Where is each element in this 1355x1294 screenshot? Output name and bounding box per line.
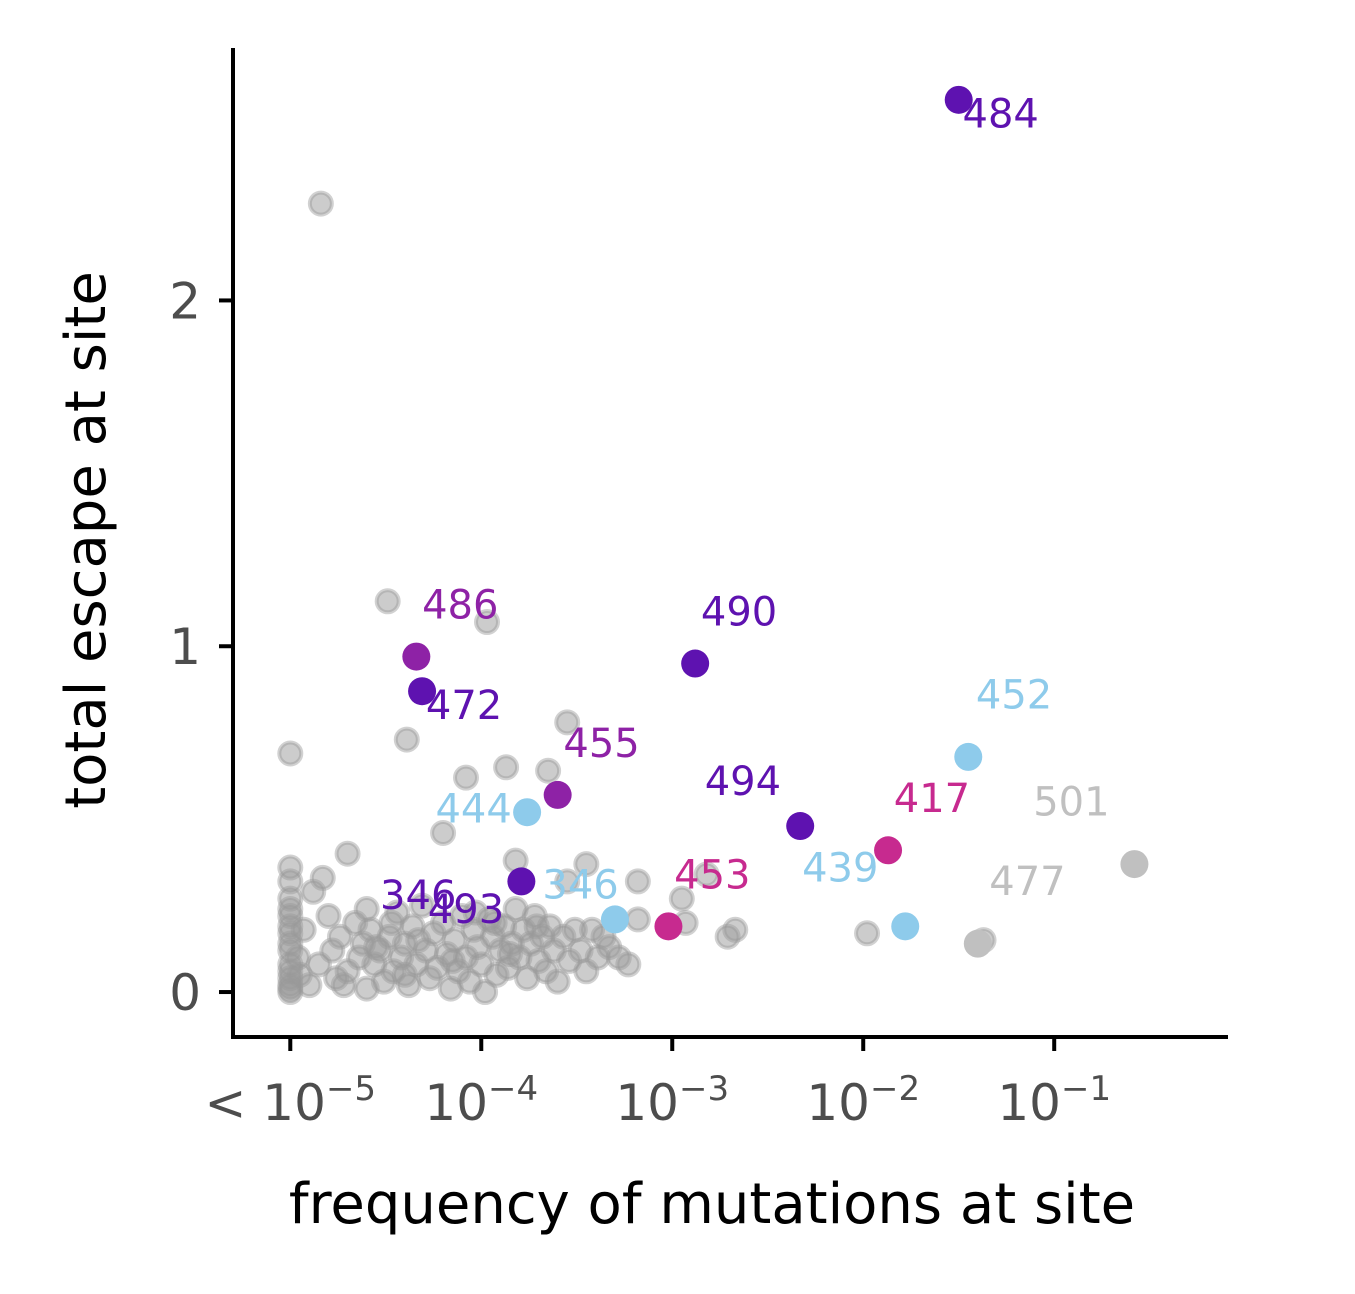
other-site-point (523, 913, 550, 940)
site-label-486: 486 (422, 583, 498, 629)
x-tick-label: 10−2 (806, 1069, 920, 1132)
x-tick-label: 10−3 (615, 1069, 729, 1132)
site-point-444 (513, 798, 542, 827)
other-site-point (405, 927, 432, 954)
site-point-490 (681, 649, 710, 678)
other-site-point (409, 892, 436, 919)
site-label-484: 484 (963, 92, 1039, 138)
y-tick-label: 1 (169, 618, 201, 676)
site-label-501: 501 (1033, 780, 1109, 826)
other-site-point (326, 923, 353, 950)
other-site-point (393, 726, 420, 753)
other-site-point (605, 944, 632, 971)
site-label-477: 477 (989, 859, 1065, 905)
other-site-points (277, 190, 997, 1006)
site-point-477 (963, 929, 992, 958)
other-site-point (535, 757, 562, 784)
x-tick-label: < 10−5 (205, 1069, 377, 1132)
site-point-486 (402, 642, 431, 671)
site-label-417: 417 (894, 776, 970, 822)
other-site-point (722, 916, 749, 943)
site-point-455 (543, 780, 572, 809)
site-point-501 (1120, 850, 1149, 879)
y-tick-label: 0 (169, 964, 201, 1022)
other-site-point (430, 819, 457, 846)
y-tick-label: 2 (169, 272, 201, 330)
other-site-point (554, 709, 581, 736)
site-label-346: 346 (542, 863, 618, 909)
other-site-point (554, 868, 581, 895)
other-site-point (474, 609, 501, 636)
other-site-point (439, 947, 466, 974)
site-label-453: 453 (674, 852, 750, 898)
site-point-452 (954, 742, 983, 771)
other-site-point (305, 951, 332, 978)
other-site-point (452, 764, 479, 791)
y-axis-title: total escape at site (54, 271, 119, 809)
other-site-point (462, 899, 489, 926)
other-site-point (277, 740, 304, 767)
site-label-472: 472 (426, 683, 502, 729)
x-tick-label: 10−4 (424, 1069, 538, 1132)
site-point-484 (944, 85, 973, 114)
other-site-point (391, 961, 418, 988)
other-site-point (307, 190, 334, 217)
other-site-point (309, 864, 336, 891)
x-axis-title: frequency of mutations at site (289, 1172, 1135, 1237)
other-site-point (334, 840, 361, 867)
site-label-490: 490 (701, 589, 777, 635)
other-site-point (573, 851, 600, 878)
other-site-point (363, 934, 390, 961)
other-site-point (290, 916, 317, 943)
other-site-point (624, 906, 651, 933)
site-label-439: 439 (802, 845, 878, 891)
site-point-494 (786, 812, 815, 841)
site-point-417 (874, 836, 903, 865)
site-label-346: 346 (380, 873, 456, 919)
other-site-point (481, 909, 508, 936)
site-label-494: 494 (705, 759, 781, 805)
y-axis-ticks: 0 1 2 (169, 272, 233, 1022)
highlighted-site-points (402, 85, 1149, 958)
other-site-point (374, 588, 401, 615)
other-site-point (472, 979, 499, 1006)
site-labels: 484 486 472 490 452 455 444 494 417 346 453 439 477 5… (380, 92, 1110, 933)
site-label-452: 452 (976, 672, 1052, 718)
other-site-point (378, 909, 405, 936)
other-site-point (496, 941, 523, 968)
site-point-453 (654, 912, 683, 941)
other-site-point (624, 868, 651, 895)
other-site-point (493, 754, 520, 781)
other-site-point (353, 896, 380, 923)
other-site-point (544, 968, 571, 995)
site-point-unlabeled (600, 905, 629, 934)
x-axis-ticks: < 10−5 10−4 10−3 10−2 10−1 (205, 1037, 1111, 1132)
other-site-point (315, 902, 342, 929)
x-tick-label: 10−1 (997, 1069, 1111, 1132)
site-label-455: 455 (563, 721, 639, 767)
other-site-point (854, 920, 881, 947)
site-point-439 (891, 912, 920, 941)
site-label-444: 444 (435, 787, 511, 833)
site-label-493: 493 (428, 887, 504, 933)
other-site-point (693, 861, 720, 888)
site-point-472 (408, 677, 437, 706)
other-site-point (668, 885, 695, 912)
site-point-346 (507, 867, 536, 896)
other-site-point (296, 972, 323, 999)
